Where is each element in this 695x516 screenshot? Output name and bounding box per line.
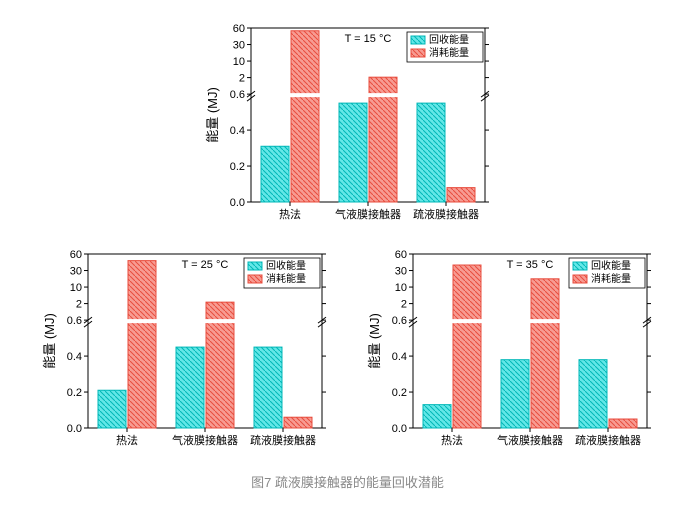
bar-consumed bbox=[531, 279, 559, 428]
legend-label-recovered: 回收能量 bbox=[429, 33, 469, 46]
bar-recovered bbox=[339, 103, 367, 202]
panel-annotation: T = 35 °C bbox=[507, 259, 554, 271]
ytick-label: 2 bbox=[238, 73, 244, 85]
bar-consumed bbox=[128, 261, 156, 428]
ytick-label: 2 bbox=[76, 299, 82, 311]
ytick-label: 0.2 bbox=[229, 161, 244, 173]
ytick-label: 0.2 bbox=[66, 387, 81, 399]
xtick-label: 热法 bbox=[441, 433, 463, 447]
xtick-label: 疏液膜接触器 bbox=[575, 433, 641, 447]
legend-label-recovered: 回收能量 bbox=[591, 259, 631, 272]
ytick-label: 0.4 bbox=[66, 351, 81, 363]
xtick-label: 气液膜接触器 bbox=[335, 207, 401, 221]
ytick-label: 0.6 bbox=[392, 315, 407, 327]
bar-recovered bbox=[579, 360, 607, 428]
ytick-label: 30 bbox=[232, 40, 244, 52]
ylabel: 能量 (MJ) bbox=[367, 313, 382, 369]
ytick-label: 10 bbox=[395, 282, 407, 294]
xtick-label: 热法 bbox=[279, 207, 301, 221]
bar-recovered bbox=[176, 347, 204, 428]
ytick-label: 2 bbox=[401, 299, 407, 311]
legend-label-consumed: 消耗能量 bbox=[591, 272, 631, 285]
bar-consumed bbox=[453, 265, 481, 428]
ytick-label: 0.6 bbox=[66, 315, 81, 327]
panels-grid: 0.00.20.40.62103060热法气液膜接触器疏液膜接触器能量 (MJ)… bbox=[30, 20, 665, 456]
legend-swatch-recovered bbox=[411, 36, 425, 44]
legend-label-consumed: 消耗能量 bbox=[429, 46, 469, 59]
xtick-label: 疏液膜接触器 bbox=[413, 207, 479, 221]
ytick-label: 0.2 bbox=[392, 387, 407, 399]
legend-label-recovered: 回收能量 bbox=[266, 259, 306, 272]
top-row: 0.0 0.2 0.4 0.6 2 10 30 60 热法 气液膜接触器疏液膜接触器 能量 (MJ)… bbox=[203, 20, 493, 230]
legend-swatch-consumed bbox=[411, 49, 425, 57]
bar-recovered bbox=[423, 405, 451, 428]
ytick-label: 0.6 bbox=[229, 89, 244, 101]
panel-annotation: T = 25 °C bbox=[181, 259, 228, 271]
legend-swatch-recovered bbox=[573, 262, 587, 270]
ylabel: 能量 (MJ) bbox=[205, 87, 220, 143]
ytick-label: 30 bbox=[70, 266, 82, 278]
ytick-label: 60 bbox=[395, 249, 407, 261]
legend-swatch-consumed bbox=[248, 275, 262, 283]
ytick-label: 10 bbox=[70, 282, 82, 294]
chart-panel-t15: 0.0 0.2 0.4 0.6 2 10 30 60 热法 气液膜接触器疏液膜接触器 能量 (MJ)… bbox=[203, 20, 493, 230]
chart-panel-t25: 0.0 0.2 0.4 0.6 2 10 30 60 热法 气液膜接触器疏液膜接触器 能量 (MJ)… bbox=[40, 246, 330, 456]
ytick-label: 10 bbox=[232, 56, 244, 68]
ytick-label: 0.0 bbox=[66, 423, 81, 435]
legend-swatch-recovered bbox=[248, 262, 262, 270]
legend-label-consumed: 消耗能量 bbox=[266, 272, 306, 285]
bar-consumed bbox=[609, 419, 637, 428]
ytick-label: 0.0 bbox=[392, 423, 407, 435]
panel-annotation: T = 15 °C bbox=[344, 33, 391, 45]
figure-caption: 图7 疏液膜接触器的能量回收潜能 bbox=[30, 472, 665, 491]
bar-consumed bbox=[284, 417, 312, 428]
ytick-label: 60 bbox=[232, 23, 244, 35]
ytick-label: 0.4 bbox=[392, 351, 407, 363]
bar-recovered bbox=[98, 390, 126, 428]
xtick-label: 气液膜接触器 bbox=[497, 433, 563, 447]
chart-panel-t35: 0.0 0.2 0.4 0.6 2 10 30 60 热法 气液膜接触器疏液膜接触器 能量 (MJ)… bbox=[365, 246, 655, 456]
ytick-label: 0.0 bbox=[229, 197, 244, 209]
bar-consumed bbox=[447, 188, 475, 202]
xtick-label: 热法 bbox=[116, 433, 138, 447]
ytick-label: 60 bbox=[70, 249, 82, 261]
bar-recovered bbox=[417, 103, 445, 202]
bar-recovered bbox=[501, 360, 529, 428]
bar-recovered bbox=[254, 347, 282, 428]
ytick-label: 30 bbox=[395, 266, 407, 278]
xtick-label: 疏液膜接触器 bbox=[250, 433, 316, 447]
bar-consumed bbox=[291, 31, 319, 202]
bar-recovered bbox=[261, 146, 289, 202]
xtick-label: 气液膜接触器 bbox=[172, 433, 238, 447]
ylabel: 能量 (MJ) bbox=[42, 313, 57, 369]
ytick-label: 0.4 bbox=[229, 125, 244, 137]
legend-swatch-consumed bbox=[573, 275, 587, 283]
